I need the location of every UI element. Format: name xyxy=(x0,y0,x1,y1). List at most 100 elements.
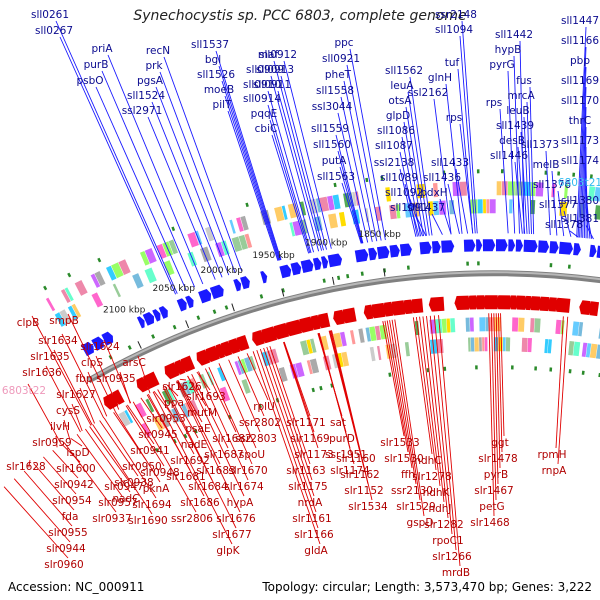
plus-gene-label: purB xyxy=(84,59,109,71)
minus-label-line xyxy=(61,333,105,419)
minus-label-line xyxy=(246,353,269,401)
minus-strand-gene xyxy=(554,297,571,313)
minus-label-line xyxy=(87,371,108,417)
tick-mark xyxy=(231,303,235,312)
minus-label-line xyxy=(70,437,83,447)
minus-label-line xyxy=(119,371,131,404)
minus-label-line xyxy=(157,389,195,455)
minus-label-line xyxy=(218,363,257,449)
cog-block xyxy=(339,331,347,347)
minus-gene-label: slr1530 xyxy=(384,453,423,465)
cog-block xyxy=(441,318,447,333)
plus-label-line xyxy=(563,210,572,237)
minus-gene-label: slr1674 xyxy=(224,481,264,493)
cog-block xyxy=(168,239,179,255)
cog-block xyxy=(240,358,249,373)
plus-gene-label: sll1439 xyxy=(496,120,534,132)
plus-gene-label: sll0921 xyxy=(322,53,360,65)
minus-gene-label: rplU xyxy=(253,401,275,413)
plus-label-line xyxy=(519,40,525,234)
plus-label-line xyxy=(414,213,427,237)
cog-block xyxy=(489,199,496,214)
plus-label-line xyxy=(221,80,280,261)
minus-gene-label: slr1681 xyxy=(166,471,205,483)
plus-gene-label: recN xyxy=(146,45,170,57)
plus-label-line xyxy=(267,90,315,253)
cog-block xyxy=(502,337,506,352)
cog-block xyxy=(527,337,533,353)
plus-label-line xyxy=(459,35,476,234)
plus-gene-label: sll1559 xyxy=(311,123,349,135)
plus-label-line xyxy=(431,213,443,235)
cog-block xyxy=(555,319,562,335)
minus-strand-gene xyxy=(333,309,345,326)
minus-label-line xyxy=(43,456,77,495)
cog-block xyxy=(74,280,88,296)
cog-block xyxy=(134,402,147,418)
plus-label-line xyxy=(523,116,530,234)
tick-label: 1900 kbp xyxy=(305,239,348,249)
minus-gene-label: gldA xyxy=(304,545,328,557)
cog-block xyxy=(300,340,310,356)
cog-block xyxy=(132,273,144,289)
minus-gene-label: slr1174 xyxy=(330,465,370,477)
minus-gene-label: rpoC1 xyxy=(432,535,463,547)
cog-block xyxy=(507,181,516,196)
plus-strand-gene xyxy=(312,257,322,271)
cog-block xyxy=(404,342,410,357)
plus-gene-label: sll0909 xyxy=(246,64,284,76)
minus-label-line xyxy=(103,339,132,404)
minus-label-line xyxy=(196,371,211,391)
cog-block xyxy=(434,318,443,334)
tick-label: 2000 kbp xyxy=(201,266,244,276)
plus-label-line xyxy=(455,168,469,234)
plus-strand-gene xyxy=(376,246,390,260)
minus-label-line xyxy=(237,356,265,417)
plus-label-line xyxy=(270,75,320,252)
minus-gene-label: mrdB xyxy=(442,567,470,579)
minus-gene-label: ndhK xyxy=(423,487,451,499)
minus-gene-label: petG xyxy=(479,501,504,513)
plus-label-line xyxy=(507,70,516,234)
plus-gene-label: sll1560 xyxy=(313,139,351,151)
minus-strand-gene xyxy=(382,301,394,317)
plus-strand-gene xyxy=(290,262,302,276)
small-feature xyxy=(245,202,249,208)
minus-gene-label: fbp xyxy=(75,373,92,385)
plus-gene-label: sll1092 xyxy=(385,187,423,199)
plus-gene-label: 6803t21 xyxy=(558,177,600,189)
plus-label-line xyxy=(349,48,386,241)
cog-block xyxy=(106,265,117,281)
plus-gene-label: sll0261 xyxy=(31,9,69,21)
cog-block xyxy=(141,422,152,438)
plus-label-line xyxy=(529,86,535,235)
minus-gene-label: slr1686 xyxy=(180,497,220,509)
plus-strand-gene xyxy=(152,309,161,322)
cog-block xyxy=(535,182,544,197)
plus-gene-label: sll1169 xyxy=(561,75,599,87)
cog-block xyxy=(449,200,455,215)
cog-block xyxy=(468,337,471,352)
plus-gene-label: sll1446 xyxy=(490,150,528,162)
minus-label-line xyxy=(23,470,73,527)
minus-gene-label: fda xyxy=(62,511,79,523)
minus-strand-gene xyxy=(579,300,591,316)
plus-label-line xyxy=(513,55,520,234)
minus-gene-label: slr0941 xyxy=(130,445,169,457)
minus-gene-label: gspD xyxy=(407,517,434,529)
cog-block xyxy=(94,271,106,287)
cog-block xyxy=(328,213,339,229)
plus-label-line xyxy=(461,20,478,234)
cog-block xyxy=(477,199,483,214)
minus-gene-label: arsC xyxy=(122,357,146,369)
plus-gene-label: sll1447 xyxy=(561,15,599,27)
small-feature xyxy=(259,294,264,299)
plus-gene-label: pyrG xyxy=(489,59,514,71)
minus-label-line xyxy=(495,313,501,469)
cog-block xyxy=(588,186,596,201)
plus-label-line xyxy=(445,83,463,234)
cog-block xyxy=(118,411,131,427)
cog-block xyxy=(376,345,382,361)
plus-label-line xyxy=(283,60,332,249)
minus-label-line xyxy=(153,390,171,413)
